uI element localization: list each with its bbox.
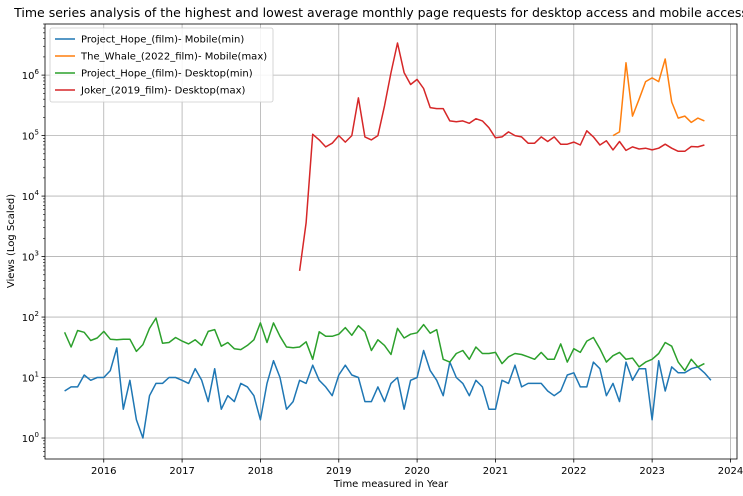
chart-title: Time series analysis of the highest and …: [13, 5, 743, 20]
series-line-0: [64, 347, 712, 439]
legend-label: Joker_(2019_film)- Desktop(max): [80, 86, 246, 97]
x-tick-label: 2020: [404, 466, 429, 477]
x-tick-label: 2021: [483, 466, 508, 477]
series-line-3: [298, 42, 705, 272]
y-tick-label: 102: [22, 310, 39, 324]
x-tick-label: 2024: [718, 466, 743, 477]
x-tick-label: 2022: [561, 466, 586, 477]
x-tick-label: 2017: [169, 466, 194, 477]
y-axis: 100 101 102 103 104 105 106: [22, 23, 45, 457]
x-tick-label: 2023: [639, 466, 664, 477]
plot-area: [44, 23, 738, 460]
y-tick-label: 106: [22, 68, 40, 82]
y-tick-label: 101: [22, 371, 39, 385]
series-layer: [63, 42, 712, 439]
y-tick-label: 100: [22, 431, 39, 445]
series-line-2: [63, 317, 705, 372]
x-axis: 2016 2017 2018 2019 2020 2021 2022 2023 2024: [91, 459, 743, 477]
legend-label: The_Whale_(2022_film)- Mobile(max): [80, 52, 267, 63]
y-tick-label: 103: [22, 250, 39, 264]
y-tick-label: 105: [22, 129, 39, 143]
y-axis-label: Views (Log Scaled): [6, 194, 17, 288]
x-tick-label: 2018: [248, 466, 273, 477]
x-tick-label: 2019: [326, 466, 351, 477]
grid: [45, 24, 737, 459]
legend-label: Project_Hope_(film)- Desktop(min): [81, 69, 253, 80]
y-tick-label: 104: [22, 189, 40, 203]
legend-box: [49, 27, 274, 103]
x-axis-label: Time measured in Year: [333, 479, 449, 490]
series-line-1: [612, 58, 705, 137]
legend-label: Project_Hope_(film)- Mobile(min): [81, 35, 244, 46]
legend: Project_Hope_(film)- Mobile(min) The_Whal…: [49, 27, 274, 103]
x-tick-label: 2016: [91, 466, 116, 477]
